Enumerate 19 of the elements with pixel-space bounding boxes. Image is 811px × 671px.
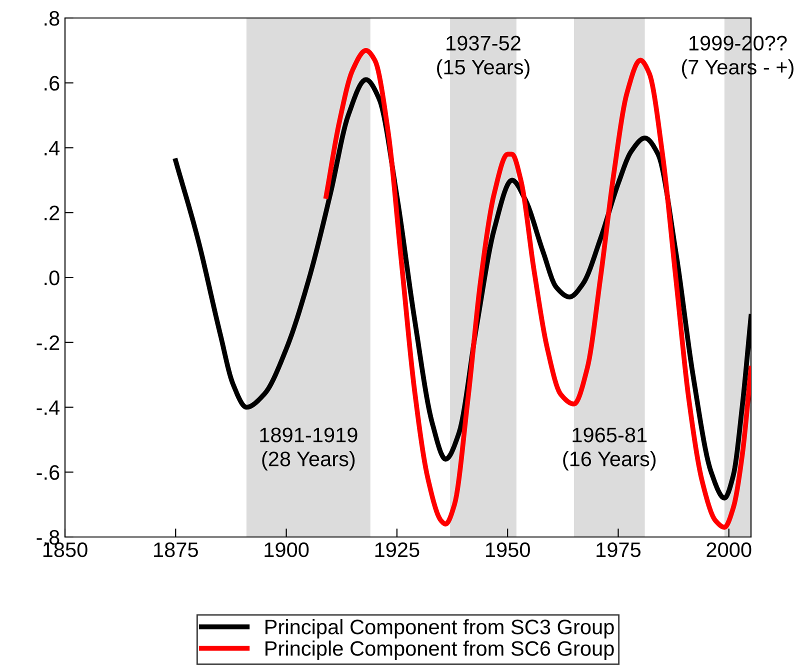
x-tick-label: 1975 xyxy=(596,542,641,558)
x-tick-label: 1925 xyxy=(375,542,420,558)
x-tick-label: 1900 xyxy=(264,542,309,558)
y-tick-label: .6 xyxy=(44,76,60,91)
y-tick-label: -.4 xyxy=(36,400,60,415)
legend-label: Principle Component from SC6 Group xyxy=(266,640,614,660)
band-label: 1937-52 (15 Years) xyxy=(437,36,530,79)
x-tick-label: 1950 xyxy=(486,542,530,558)
y-tick-label: .0 xyxy=(44,270,60,286)
y-tick-label: .8 xyxy=(44,11,60,26)
x-tick-label: 1875 xyxy=(154,542,198,558)
band-label: 1891-1919 (28 Years) xyxy=(260,428,358,470)
y-tick-label: -.6 xyxy=(36,465,60,480)
y-tick-label: -.2 xyxy=(36,335,60,350)
x-tick-label: 2000 xyxy=(706,542,752,558)
y-tick-label: .4 xyxy=(44,140,60,156)
legend-label: Principal Component from SC3 Group xyxy=(266,619,614,638)
y-tick-label: .2 xyxy=(44,206,60,220)
band-label: 1965-81 (16 Years) xyxy=(563,428,656,470)
